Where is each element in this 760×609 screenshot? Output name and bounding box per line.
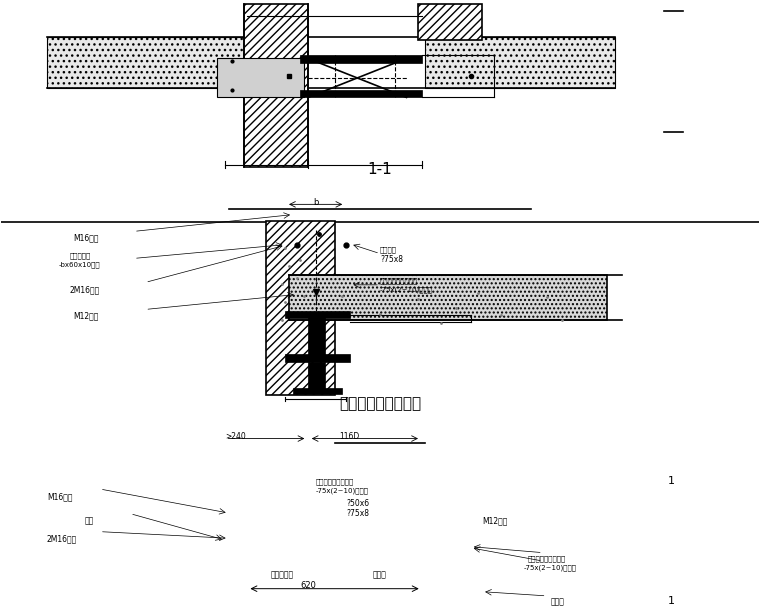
- Text: -75x(2~10)钢板楔: -75x(2~10)钢板楔: [380, 287, 433, 294]
- Bar: [244, 4, 308, 166]
- Bar: [47, 37, 252, 88]
- Bar: [418, 4, 483, 40]
- Bar: [285, 354, 350, 362]
- Text: ?75x8: ?75x8: [380, 255, 403, 264]
- Text: M12锚栓: M12锚栓: [483, 516, 508, 526]
- Text: -75x(2~10)钢板楔: -75x(2~10)钢板楔: [524, 564, 577, 571]
- Text: ?50x6: ?50x6: [346, 499, 369, 508]
- Text: 620: 620: [300, 582, 316, 591]
- Bar: [308, 314, 325, 356]
- Text: M12锚栓: M12锚栓: [73, 312, 99, 321]
- Text: 1: 1: [668, 476, 675, 486]
- Text: 116D: 116D: [340, 432, 359, 441]
- Bar: [217, 58, 304, 97]
- Bar: [267, 220, 334, 395]
- Text: >240: >240: [225, 432, 245, 441]
- Text: 后比焊接: 后比焊接: [380, 247, 397, 253]
- Bar: [308, 362, 325, 389]
- Text: 2M16螺栓: 2M16螺栓: [47, 535, 77, 544]
- Text: 顶紧后，与角钢焊接: 顶紧后，与角钢焊接: [527, 555, 566, 561]
- Bar: [300, 90, 422, 97]
- Text: 悬挑梁: 悬挑梁: [372, 570, 386, 579]
- Bar: [289, 275, 607, 320]
- Text: 镐板: 镐板: [84, 516, 94, 526]
- Text: 2M16螺栓: 2M16螺栓: [69, 286, 100, 294]
- Text: -bx60x10钢板: -bx60x10钢板: [59, 261, 100, 268]
- Text: 1: 1: [668, 596, 675, 606]
- Text: 栏板墙: 栏板墙: [550, 597, 564, 607]
- Text: 悬挑梁: 悬挑梁: [308, 339, 322, 348]
- Text: M16螺栓: M16螺栓: [73, 234, 99, 243]
- Text: 顶紧后，与角钢焊接: 顶紧后，与角钢焊接: [315, 479, 354, 485]
- Bar: [426, 37, 615, 88]
- Text: ?75x8: ?75x8: [346, 509, 369, 518]
- Text: 顶紧后，与角钢焊接: 顶紧后，与角钢焊接: [380, 278, 418, 284]
- Text: 与角钢焊接: 与角钢焊接: [69, 252, 90, 259]
- Bar: [285, 311, 350, 319]
- Text: -75x(2~10)钢板楔: -75x(2~10)钢板楔: [315, 488, 369, 495]
- Text: b: b: [313, 198, 318, 207]
- Text: 座乳胶水泥: 座乳胶水泥: [271, 570, 293, 579]
- Text: M16螺栓: M16螺栓: [47, 492, 72, 501]
- Bar: [300, 55, 422, 63]
- Text: 栏板墙: 栏板墙: [308, 368, 322, 377]
- Text: 梁式阳台支架法加固: 梁式阳台支架法加固: [339, 396, 421, 411]
- Text: 1-1: 1-1: [368, 162, 392, 177]
- Bar: [293, 387, 342, 393]
